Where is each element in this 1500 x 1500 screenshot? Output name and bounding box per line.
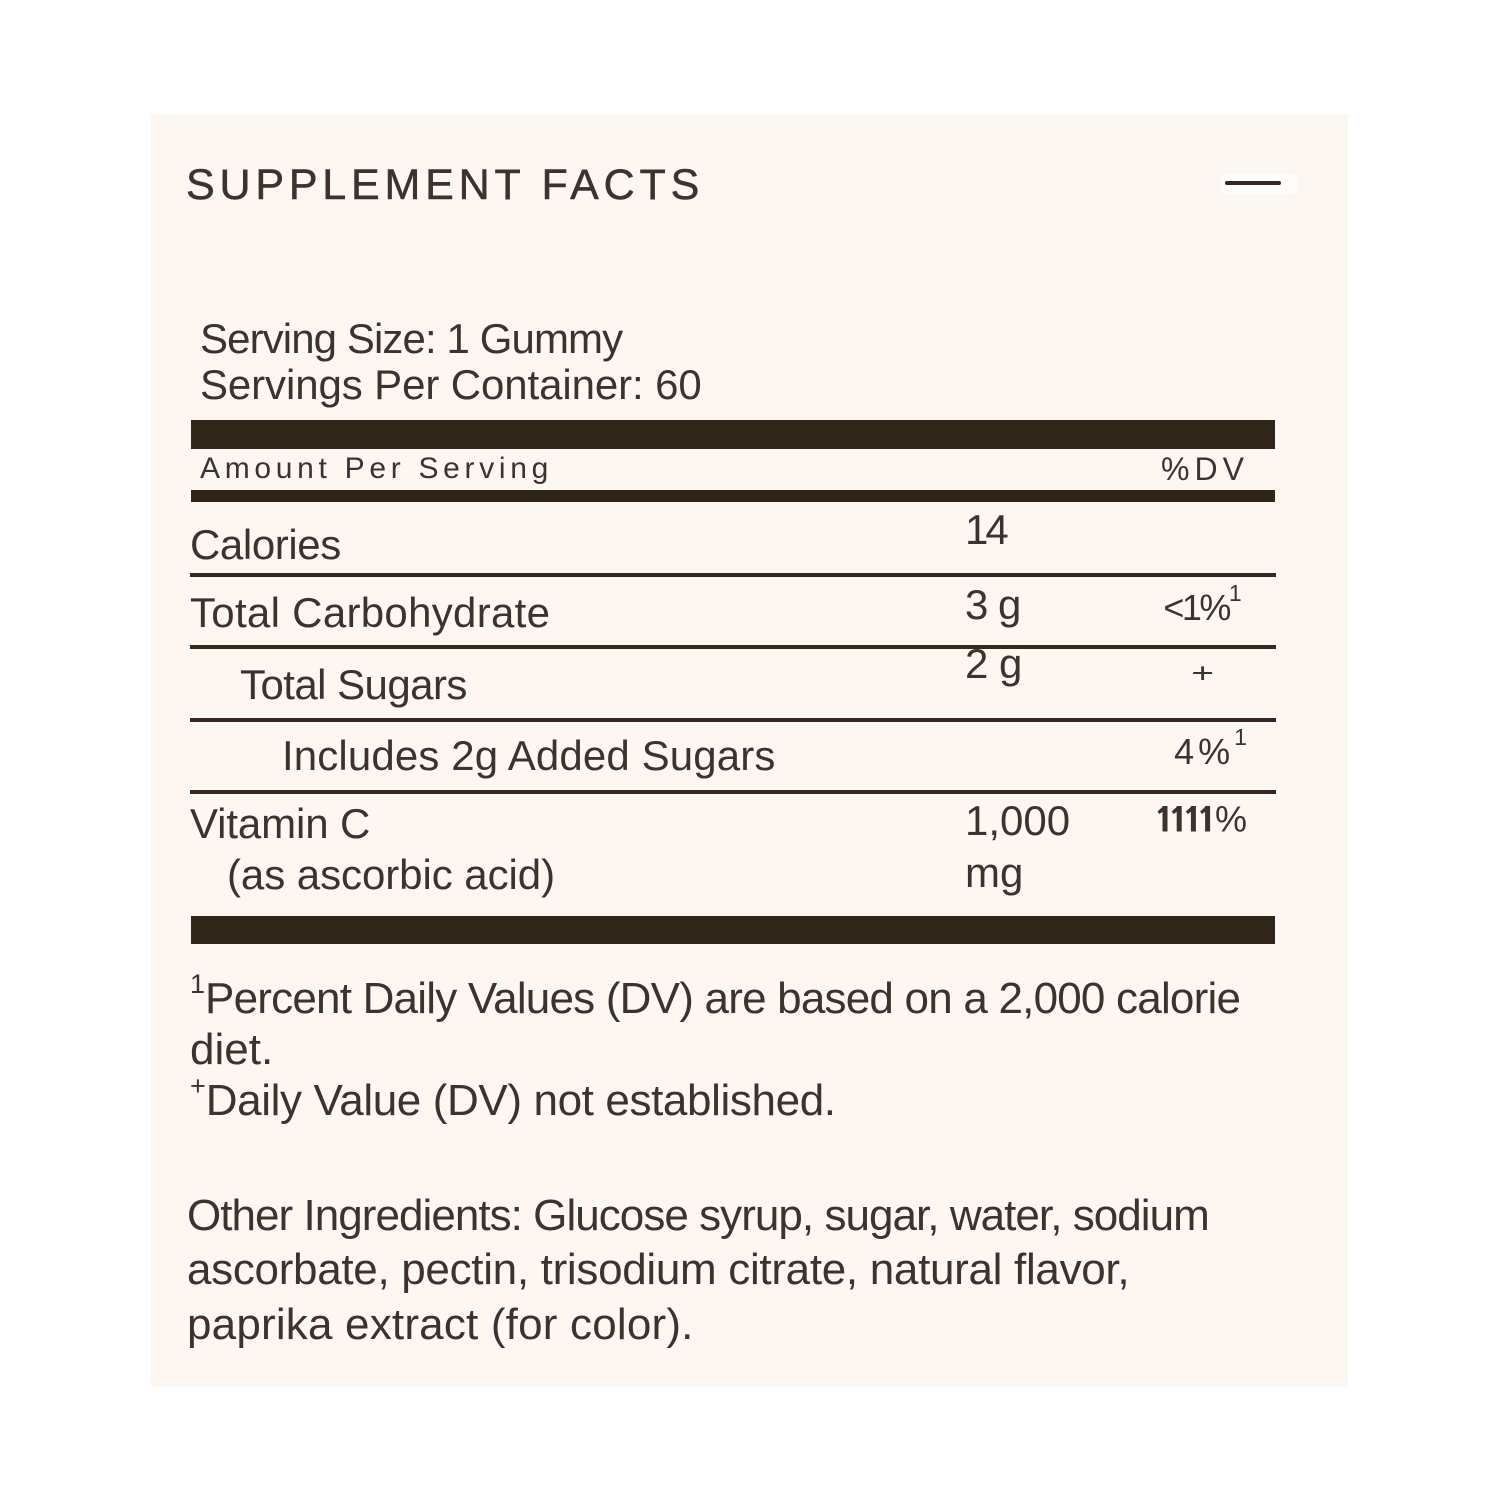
svg-text:%: %: [1215, 803, 1247, 837]
